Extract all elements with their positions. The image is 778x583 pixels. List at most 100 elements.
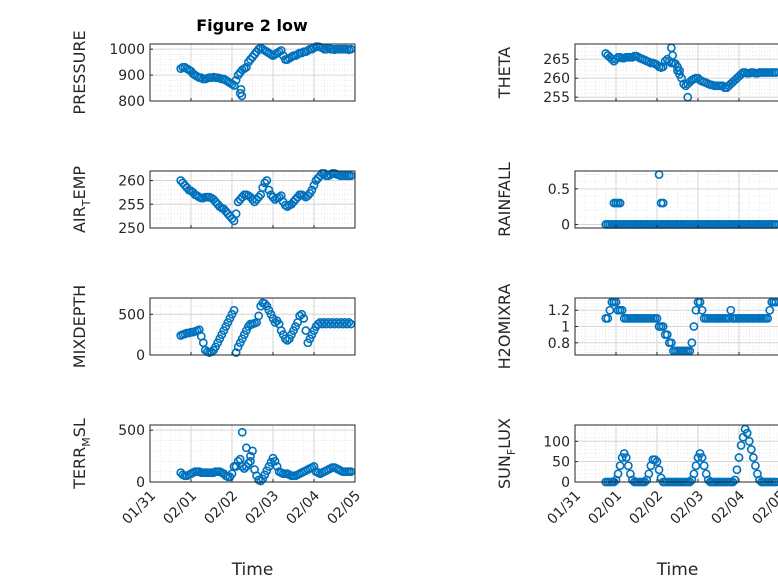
y-axis-label: TERRMSL [70,418,93,490]
data-point [763,313,773,323]
data-point [718,81,727,91]
y-tick-label: 260 [543,71,570,87]
data-point [307,185,317,195]
data-point [256,476,266,486]
y-tick-label: 800 [118,94,145,110]
data-point [736,440,746,450]
data-series [176,168,356,226]
data-point [254,311,264,321]
data-point [652,457,662,467]
data-point [691,305,701,315]
data-point [309,462,319,471]
data-point [264,185,274,195]
data-point [303,191,313,201]
data-point [241,443,251,453]
data-point [229,81,239,90]
y-axis-label: RAINFALL [495,162,514,237]
axes-box [574,170,778,229]
y-axis-label-subscript: F [505,449,518,455]
y-tick-label: 255 [543,90,570,106]
y-axis-label: MIXDEPTH [70,285,89,368]
subplot-4: 0 500 MIXDEPTH [70,285,356,368]
data-series [176,298,356,357]
y-axis-label-main: SUN [495,455,514,489]
data-point [270,318,280,327]
data-point [237,427,247,437]
data-point [751,461,760,471]
y-tick-label: 1000 [109,42,145,58]
data-point [342,319,352,329]
data-point [666,338,676,348]
data-point [282,335,292,345]
data-point [726,305,736,315]
data-point [262,176,272,185]
ticks: 250 255 260 [118,174,356,237]
data-point [662,330,672,340]
y-tick-label: 0 [561,217,570,233]
data-point [724,313,734,323]
data-series [176,42,356,101]
data-point [658,62,668,72]
axes-box [149,43,356,102]
data-point [746,445,756,454]
data-point [654,465,664,475]
y-tick-label: 250 [118,221,145,237]
data-point [231,75,241,85]
data-point [246,456,255,466]
y-axis-label-main: RAINFALL [495,162,514,237]
axes-box [149,170,356,229]
data-point [668,51,677,60]
data-point [301,326,311,335]
data-point [299,313,309,323]
data-point [658,198,668,208]
data-point [268,192,278,202]
data-point [229,305,239,315]
data-point [689,469,699,479]
subplot-3: 00.5 RAINFALL [495,162,778,237]
data-point [611,54,621,64]
data-point [621,453,631,462]
data-point [309,180,319,190]
subplot-2: 250 255 260 AIRTEMP [70,166,356,237]
ticks: 00.5 [548,182,740,233]
data-point [266,457,276,467]
data-point [744,436,754,446]
data-point [644,469,654,479]
x-axis-label: Time [656,560,699,580]
y-axis-label: THETA [495,47,514,99]
y-tick-label: 500 [118,307,145,323]
y-tick-label: 500 [118,423,145,439]
y-axis-label-suffix: LUX [495,418,514,449]
ticks: 0 500 [118,423,356,491]
y-tick-label: 260 [118,174,145,190]
data-point [270,456,280,466]
y-tick-label: 0 [561,475,570,491]
data-point [260,470,270,480]
data-point [736,70,746,79]
data-point [231,462,241,471]
y-axis-label-subscript: M [80,437,93,447]
y-tick-label: 50 [552,455,570,471]
y-axis-label-suffix: EMP [70,166,89,200]
y-tick-label: 265 [543,52,570,68]
x-axis-label: Time [231,560,274,580]
data-point [280,334,290,344]
data-series [176,427,356,486]
data-point [613,469,623,479]
data-point [650,455,660,465]
subplot-0: 800 900 1000 PRESSURE [70,30,356,115]
y-tick-label: 255 [118,197,145,213]
y-tick-label: 0 [136,475,145,491]
data-point [699,461,709,471]
subplot-5: 0.811.2 H2OMIXRA [495,284,778,369]
y-axis-label-suffix: SL [70,418,89,437]
data-point [689,322,699,331]
axes-box [149,424,356,483]
data-point [231,209,241,219]
axes-box [574,43,778,102]
y-axis-label: PRESSURE [70,30,89,114]
y-tick-label: 1.2 [548,303,570,319]
ticks: 0 50 100 [543,434,740,491]
axes-box [149,297,356,356]
data-point [237,91,247,101]
